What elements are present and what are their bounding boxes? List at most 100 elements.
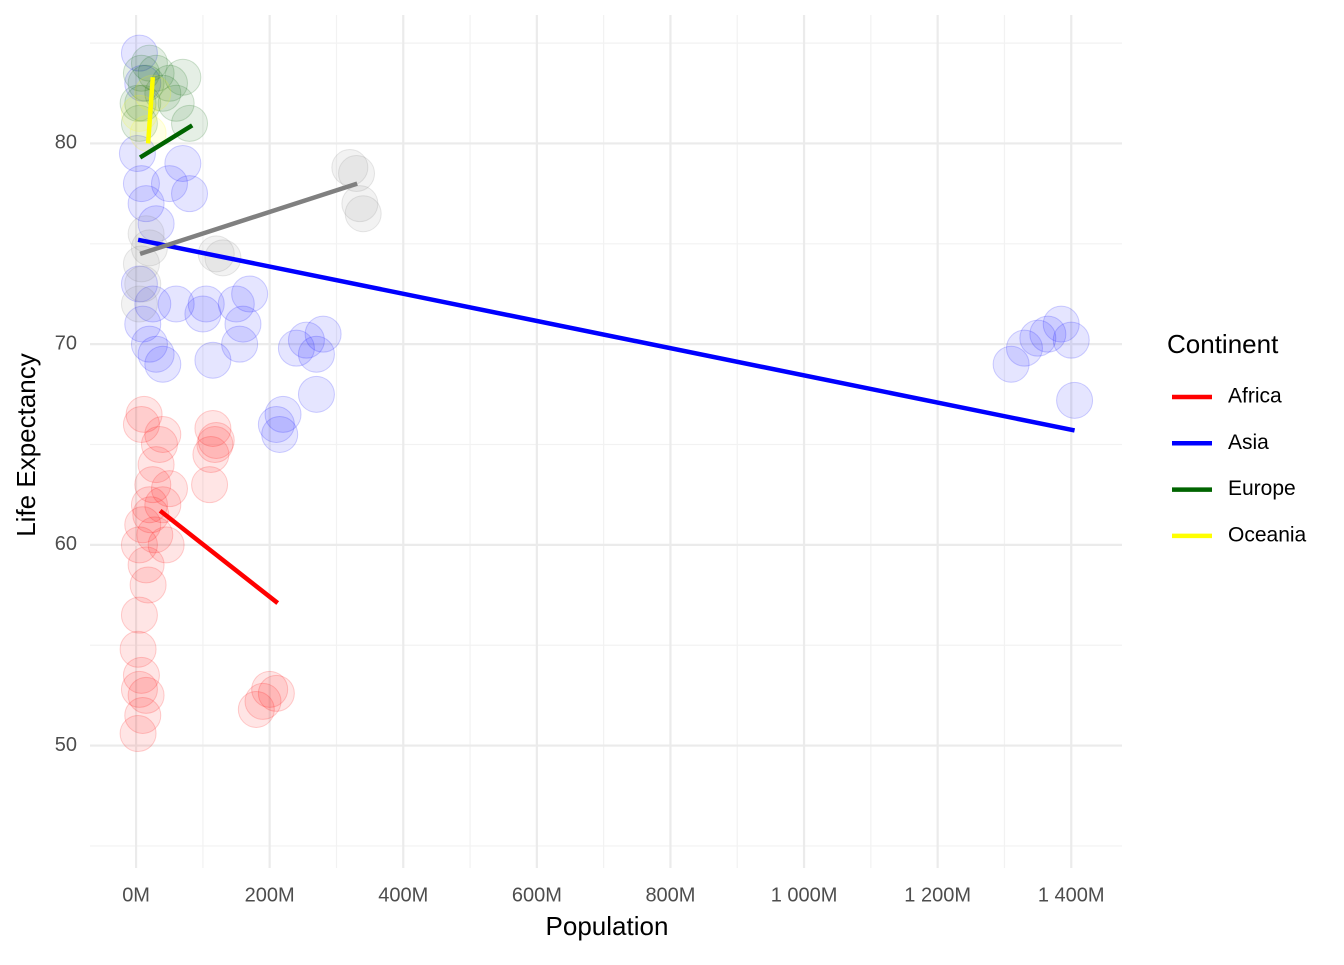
bubble [1042, 305, 1080, 343]
bubble [136, 516, 174, 554]
bubble [140, 426, 178, 464]
bubble [304, 315, 342, 353]
bubble [124, 265, 162, 303]
bubble [196, 426, 234, 464]
bubble [191, 466, 229, 504]
bubble [221, 325, 259, 363]
bubble [992, 345, 1030, 383]
x-tick-label: 200M [245, 884, 295, 906]
bubble [171, 175, 209, 213]
trend-line [137, 237, 1076, 433]
bubble [122, 165, 160, 203]
bubble [187, 285, 225, 323]
bubble [122, 245, 160, 283]
bubble [217, 285, 255, 323]
bubble [157, 84, 195, 122]
bubble [277, 329, 315, 367]
bubble [144, 486, 182, 524]
bubble [192, 436, 230, 474]
bubble [150, 165, 188, 203]
bubble [1056, 381, 1094, 419]
bubble [120, 596, 158, 634]
trend-line [158, 508, 280, 605]
bubble [129, 566, 167, 604]
bubble [194, 341, 232, 379]
bubble [124, 305, 162, 343]
bubble [164, 58, 202, 96]
x-tick-label: 1 400M [1038, 884, 1105, 906]
y-axis-title: Life Expectancy [11, 353, 41, 537]
bubble [231, 275, 269, 313]
x-axis-title: Population [546, 911, 669, 941]
bubble [157, 285, 195, 323]
bubble [194, 409, 232, 447]
bubble [127, 546, 165, 584]
y-tick-label: 80 [55, 132, 77, 154]
legend-title: Continent [1167, 329, 1279, 359]
bubble [264, 395, 302, 433]
bubble [1029, 315, 1067, 353]
bubble [137, 446, 175, 484]
bubble [261, 415, 299, 453]
x-tick-label: 600M [512, 884, 562, 906]
x-tick-label: 1 200M [904, 884, 971, 906]
y-tick-label: 60 [55, 533, 77, 555]
bubble [344, 195, 382, 233]
bubble [164, 145, 202, 183]
bubble [130, 44, 168, 82]
bubble [341, 185, 379, 223]
bubble [184, 295, 222, 333]
bubble [122, 656, 160, 694]
bubble [144, 345, 182, 383]
bubble [130, 325, 168, 363]
bubble [120, 265, 158, 303]
bubble [244, 682, 282, 720]
bubble [251, 670, 289, 708]
bubble [144, 415, 182, 453]
bubble [127, 64, 165, 102]
legend-label: Asia [1228, 431, 1269, 454]
grid [90, 15, 1122, 868]
bubble [127, 185, 165, 223]
x-tick-label: 400M [378, 884, 428, 906]
bubble [137, 335, 175, 373]
bubble [127, 676, 165, 714]
bubble [257, 405, 295, 443]
legend-label: Oceania [1228, 523, 1307, 546]
bubble [137, 54, 175, 92]
legend-label: Europe [1228, 477, 1296, 500]
bubble [237, 690, 275, 728]
bubble [122, 405, 160, 443]
bubble [120, 285, 158, 323]
bubble [1019, 319, 1057, 357]
bubble [287, 321, 325, 359]
bubble [197, 421, 235, 459]
x-tick-label: 1 000M [771, 884, 838, 906]
trend-line [138, 123, 194, 160]
bubble [297, 375, 335, 413]
y-tick-label: 70 [55, 332, 77, 354]
bubble [257, 674, 295, 712]
y-tick-label: 50 [55, 734, 77, 756]
bubble [338, 155, 376, 193]
legend-label: Africa [1228, 385, 1282, 408]
bubble [150, 470, 188, 508]
bubble [147, 526, 185, 564]
bubble [134, 466, 172, 504]
bubble [1052, 321, 1090, 359]
bubble [120, 526, 158, 564]
bubble [119, 84, 157, 122]
trend-line [145, 77, 156, 144]
bubble [124, 696, 162, 734]
bubble [119, 715, 157, 753]
bubble [125, 395, 163, 433]
bubble [130, 486, 168, 524]
trend-line [139, 181, 358, 256]
bubble [134, 285, 172, 323]
bubble [297, 335, 335, 373]
bubble [1005, 329, 1043, 367]
bubble [119, 630, 157, 668]
x-tick-label: 0M [122, 884, 150, 906]
bubble [118, 134, 156, 172]
